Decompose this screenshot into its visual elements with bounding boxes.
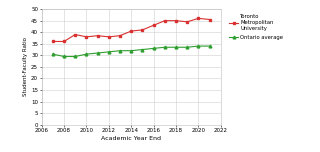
Toronto
Metropolitan
University (73, 34, 77, 35)
X-axis label: Academic Year End: Academic Year End (101, 136, 161, 141)
Toronto
Metropolitan
University (129, 30, 133, 32)
Ontario average (129, 50, 133, 52)
Ontario average (96, 52, 100, 54)
Toronto
Metropolitan
University (208, 19, 212, 20)
Ontario average (84, 53, 88, 55)
Ontario average (51, 53, 55, 55)
Legend: Toronto
Metropolitan
University, Ontario average: Toronto Metropolitan University, Ontario… (229, 14, 284, 40)
Toronto
Metropolitan
University (118, 35, 122, 37)
Ontario average (196, 45, 200, 47)
Toronto
Metropolitan
University (152, 24, 156, 26)
Toronto
Metropolitan
University (196, 17, 200, 19)
Ontario average (163, 46, 167, 48)
Toronto
Metropolitan
University (185, 21, 189, 23)
Toronto
Metropolitan
University (107, 36, 111, 38)
Ontario average (185, 46, 189, 48)
Ontario average (152, 47, 156, 49)
Toronto
Metropolitan
University (51, 41, 55, 42)
Line: Ontario average: Ontario average (52, 45, 211, 58)
Ontario average (107, 51, 111, 53)
Toronto
Metropolitan
University (163, 20, 167, 22)
Ontario average (174, 46, 178, 48)
Line: Toronto
Metropolitan
University: Toronto Metropolitan University (52, 17, 211, 43)
Toronto
Metropolitan
University (96, 35, 100, 37)
Toronto
Metropolitan
University (62, 41, 66, 42)
Toronto
Metropolitan
University (84, 36, 88, 38)
Y-axis label: Student-Faculty Ratio: Student-Faculty Ratio (23, 37, 28, 96)
Ontario average (140, 49, 144, 50)
Toronto
Metropolitan
University (174, 20, 178, 22)
Ontario average (208, 45, 212, 47)
Ontario average (62, 56, 66, 57)
Ontario average (118, 50, 122, 52)
Ontario average (73, 56, 77, 57)
Toronto
Metropolitan
University (140, 29, 144, 31)
